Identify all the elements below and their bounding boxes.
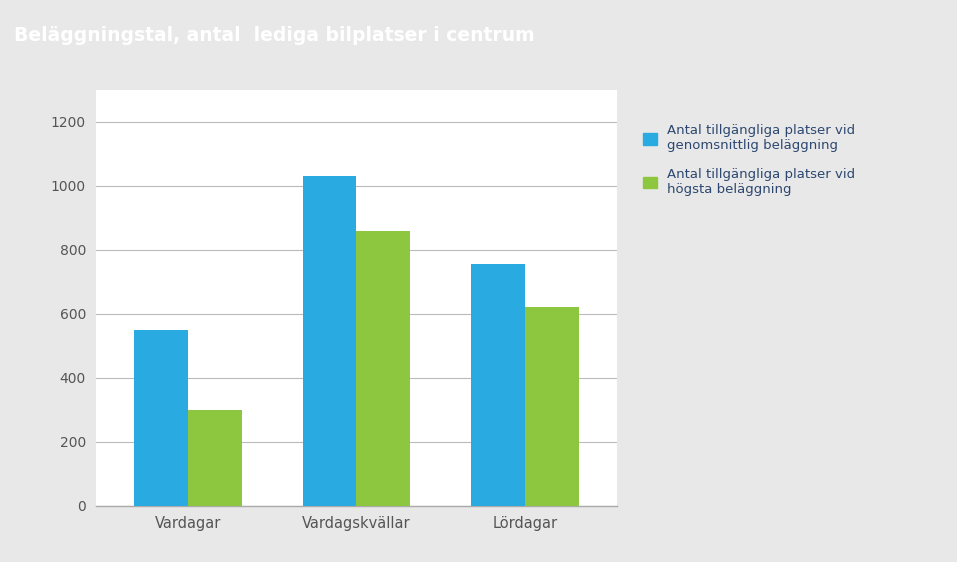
Legend: Antal tillgängliga platser vid
genomsnittlig beläggning, Antal tillgängliga plat: Antal tillgängliga platser vid genomsnit… [638,119,860,201]
Bar [302,176,357,506]
Bar [357,230,411,506]
Bar [189,410,242,506]
Bar [471,264,524,506]
Text: Beläggningstal, antal  lediga bilplatser i centrum: Beläggningstal, antal lediga bilplatser … [14,26,535,45]
Bar [134,330,189,506]
Bar [524,307,579,506]
